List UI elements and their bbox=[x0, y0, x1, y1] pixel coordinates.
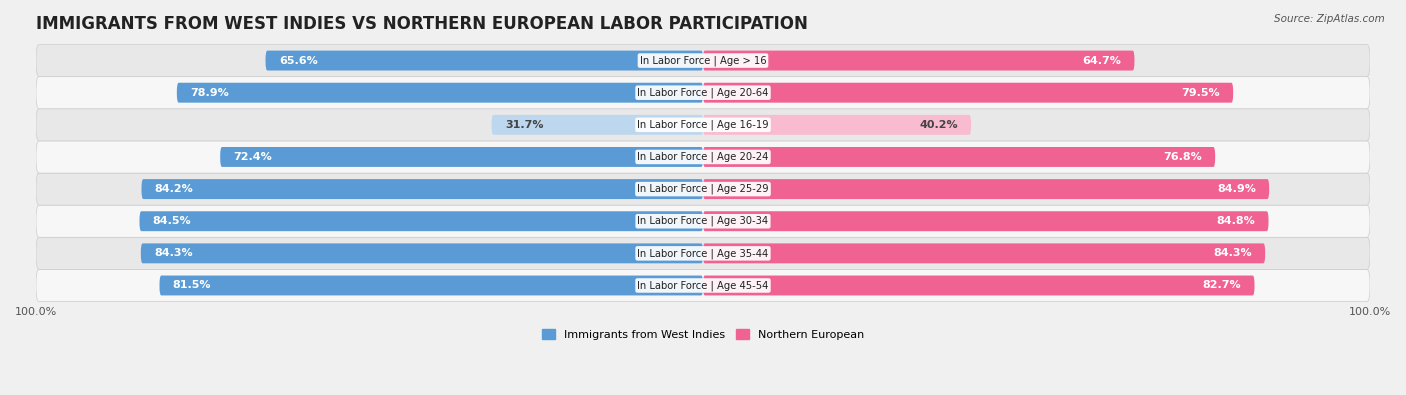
Text: In Labor Force | Age 35-44: In Labor Force | Age 35-44 bbox=[637, 248, 769, 259]
FancyBboxPatch shape bbox=[703, 147, 1215, 167]
Text: 78.9%: 78.9% bbox=[190, 88, 229, 98]
FancyBboxPatch shape bbox=[703, 51, 1135, 71]
Text: In Labor Force | Age 16-19: In Labor Force | Age 16-19 bbox=[637, 120, 769, 130]
FancyBboxPatch shape bbox=[142, 179, 703, 199]
FancyBboxPatch shape bbox=[221, 147, 703, 167]
Text: 40.2%: 40.2% bbox=[920, 120, 957, 130]
FancyBboxPatch shape bbox=[37, 269, 1369, 301]
Text: Source: ZipAtlas.com: Source: ZipAtlas.com bbox=[1274, 14, 1385, 24]
Text: 79.5%: 79.5% bbox=[1181, 88, 1220, 98]
Text: In Labor Force | Age 30-34: In Labor Force | Age 30-34 bbox=[637, 216, 769, 226]
FancyBboxPatch shape bbox=[37, 237, 1369, 269]
Text: In Labor Force | Age 20-24: In Labor Force | Age 20-24 bbox=[637, 152, 769, 162]
Text: 64.7%: 64.7% bbox=[1083, 56, 1121, 66]
Text: 82.7%: 82.7% bbox=[1202, 280, 1241, 290]
Text: 84.3%: 84.3% bbox=[155, 248, 193, 258]
FancyBboxPatch shape bbox=[37, 205, 1369, 237]
Text: In Labor Force | Age 20-64: In Labor Force | Age 20-64 bbox=[637, 87, 769, 98]
Text: In Labor Force | Age 25-29: In Labor Force | Age 25-29 bbox=[637, 184, 769, 194]
Text: 84.9%: 84.9% bbox=[1218, 184, 1256, 194]
Text: 84.2%: 84.2% bbox=[155, 184, 194, 194]
FancyBboxPatch shape bbox=[37, 141, 1369, 173]
FancyBboxPatch shape bbox=[139, 211, 703, 231]
FancyBboxPatch shape bbox=[703, 179, 1270, 199]
Text: 72.4%: 72.4% bbox=[233, 152, 273, 162]
FancyBboxPatch shape bbox=[141, 243, 703, 263]
Text: In Labor Force | Age 45-54: In Labor Force | Age 45-54 bbox=[637, 280, 769, 291]
Text: In Labor Force | Age > 16: In Labor Force | Age > 16 bbox=[640, 55, 766, 66]
FancyBboxPatch shape bbox=[703, 243, 1265, 263]
Text: 84.3%: 84.3% bbox=[1213, 248, 1251, 258]
Text: 76.8%: 76.8% bbox=[1163, 152, 1202, 162]
FancyBboxPatch shape bbox=[703, 211, 1268, 231]
FancyBboxPatch shape bbox=[266, 51, 703, 71]
FancyBboxPatch shape bbox=[492, 115, 703, 135]
FancyBboxPatch shape bbox=[37, 77, 1369, 109]
Text: 31.7%: 31.7% bbox=[505, 120, 544, 130]
FancyBboxPatch shape bbox=[703, 276, 1254, 295]
Text: 84.5%: 84.5% bbox=[153, 216, 191, 226]
FancyBboxPatch shape bbox=[703, 115, 972, 135]
FancyBboxPatch shape bbox=[703, 83, 1233, 103]
Text: 65.6%: 65.6% bbox=[278, 56, 318, 66]
FancyBboxPatch shape bbox=[37, 173, 1369, 205]
Text: 81.5%: 81.5% bbox=[173, 280, 211, 290]
FancyBboxPatch shape bbox=[37, 109, 1369, 141]
Text: IMMIGRANTS FROM WEST INDIES VS NORTHERN EUROPEAN LABOR PARTICIPATION: IMMIGRANTS FROM WEST INDIES VS NORTHERN … bbox=[37, 15, 808, 33]
FancyBboxPatch shape bbox=[37, 45, 1369, 77]
FancyBboxPatch shape bbox=[177, 83, 703, 103]
FancyBboxPatch shape bbox=[159, 276, 703, 295]
Text: 84.8%: 84.8% bbox=[1216, 216, 1256, 226]
Legend: Immigrants from West Indies, Northern European: Immigrants from West Indies, Northern Eu… bbox=[537, 325, 869, 344]
